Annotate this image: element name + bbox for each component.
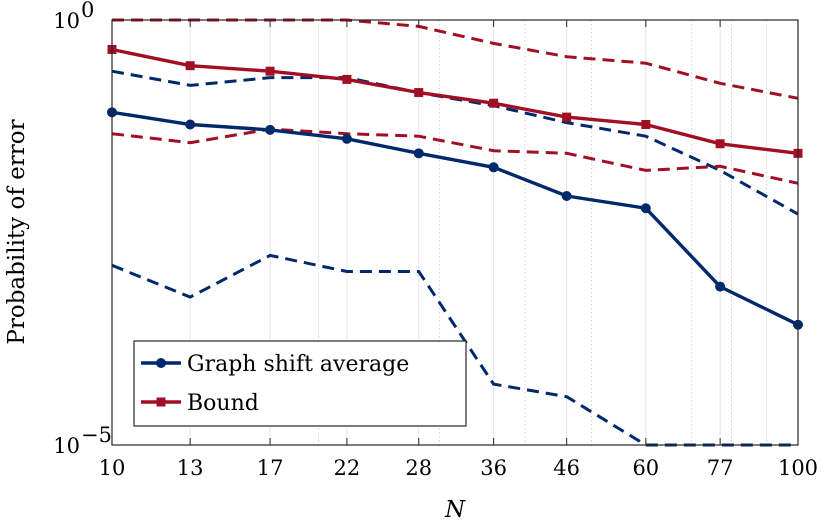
x-tick-label: 17 xyxy=(257,456,284,480)
x-tick-label: 77 xyxy=(707,456,734,480)
x-tick-label: 100 xyxy=(778,456,818,480)
bound-line xyxy=(111,47,799,155)
legend-box xyxy=(133,340,467,427)
bound-upper-bound-line xyxy=(112,18,799,100)
legend-marker-graph-shift-average xyxy=(156,358,166,368)
graph-shift-average-point xyxy=(640,203,651,214)
y-axis-title: Probability of error xyxy=(4,119,30,344)
legend-marker-bound xyxy=(156,397,166,407)
x-tick-label: 60 xyxy=(632,456,659,480)
bound-point xyxy=(489,98,499,108)
plot-area-frame xyxy=(111,19,799,446)
x-tick-label: 13 xyxy=(177,456,204,480)
x-tick-label: 22 xyxy=(334,456,361,480)
legend-label-graph-shift-average: Graph shift average xyxy=(187,352,409,377)
legend: Graph shift average Bound xyxy=(133,340,467,427)
x-tick-label: 36 xyxy=(480,456,507,480)
tick-layer xyxy=(111,19,799,446)
x-tick-label: 28 xyxy=(405,456,432,480)
bound-point xyxy=(715,139,725,149)
legend-label-bound: Bound xyxy=(187,391,259,416)
x-tick-label: 10 xyxy=(99,456,126,480)
graph-shift-average-point xyxy=(185,119,196,130)
graph-shift-average-point xyxy=(413,148,424,159)
y-tick-label: 10 xyxy=(53,9,80,33)
bound-point xyxy=(265,66,275,76)
bound-lower-bound-line xyxy=(111,127,799,185)
graph-shift-average-point xyxy=(265,124,276,135)
bound-point xyxy=(185,61,195,71)
y-tick-label-exponent: 0 xyxy=(81,0,94,22)
graph-shift-average-point xyxy=(488,162,499,173)
y-tick-label-exponent: −5 xyxy=(81,423,112,447)
bound-point xyxy=(641,119,651,129)
graph-shift-average-line xyxy=(111,110,799,327)
bound-point xyxy=(562,112,572,122)
graph-shift-average-point xyxy=(715,281,726,292)
graph-shift-average-point xyxy=(561,190,572,201)
x-tick-label: 46 xyxy=(553,456,580,480)
bound-point xyxy=(414,88,424,98)
x-axis-title: N xyxy=(444,497,466,523)
bound-point xyxy=(342,74,352,84)
y-tick-label: 10 xyxy=(53,434,80,458)
graph-shift-average-point xyxy=(341,133,352,144)
